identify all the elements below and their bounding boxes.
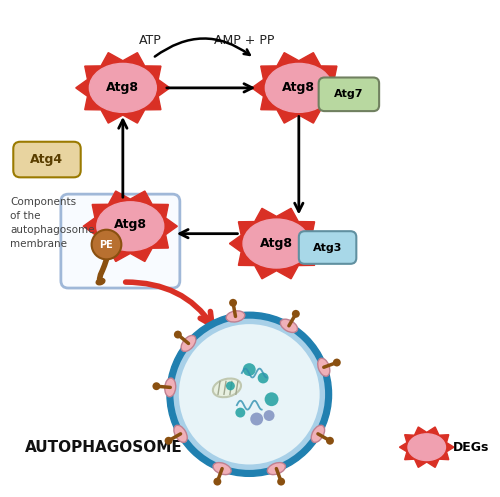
Ellipse shape — [280, 319, 297, 332]
Text: Atg4: Atg4 — [30, 153, 64, 166]
Ellipse shape — [226, 311, 245, 322]
Polygon shape — [230, 208, 324, 279]
Ellipse shape — [174, 425, 187, 442]
FancyBboxPatch shape — [318, 78, 379, 111]
Text: Atg8: Atg8 — [260, 237, 293, 250]
Circle shape — [333, 358, 341, 366]
Circle shape — [174, 331, 182, 338]
Text: Atg8: Atg8 — [114, 218, 147, 231]
Circle shape — [152, 382, 160, 390]
Circle shape — [292, 310, 300, 318]
Circle shape — [229, 299, 237, 307]
Circle shape — [250, 413, 263, 425]
Polygon shape — [83, 191, 178, 261]
FancyBboxPatch shape — [14, 142, 80, 177]
Circle shape — [174, 319, 325, 470]
Ellipse shape — [213, 379, 241, 397]
Circle shape — [326, 437, 334, 445]
Circle shape — [214, 478, 222, 486]
Ellipse shape — [97, 202, 164, 250]
Circle shape — [258, 373, 268, 383]
Polygon shape — [76, 53, 170, 123]
Text: Components
of the
autophagosome
membrane: Components of the autophagosome membrane — [10, 197, 95, 249]
Ellipse shape — [243, 219, 310, 268]
Circle shape — [226, 381, 235, 390]
Ellipse shape — [266, 64, 332, 112]
Ellipse shape — [96, 278, 105, 285]
Circle shape — [92, 230, 122, 259]
Ellipse shape — [268, 463, 285, 475]
Text: Atg7: Atg7 — [334, 89, 364, 99]
Text: Atg3: Atg3 — [313, 243, 342, 252]
Circle shape — [243, 363, 256, 376]
FancyBboxPatch shape — [299, 231, 356, 264]
Polygon shape — [400, 427, 454, 467]
Circle shape — [264, 392, 278, 406]
Ellipse shape — [318, 358, 330, 376]
Ellipse shape — [164, 378, 175, 397]
Text: PE: PE — [100, 240, 114, 249]
Text: DEGs: DEGs — [452, 441, 489, 454]
Ellipse shape — [181, 335, 196, 351]
Circle shape — [167, 312, 332, 476]
Text: AUTOPHAGOSOME: AUTOPHAGOSOME — [25, 440, 183, 455]
Circle shape — [236, 408, 246, 417]
Text: ATP: ATP — [138, 34, 162, 47]
Text: AMP + PP: AMP + PP — [214, 34, 274, 47]
Text: Atg8: Atg8 — [282, 82, 316, 94]
Text: Atg8: Atg8 — [106, 82, 140, 94]
Ellipse shape — [213, 463, 231, 475]
Circle shape — [164, 437, 172, 445]
Circle shape — [264, 410, 274, 421]
Circle shape — [179, 324, 320, 465]
Circle shape — [277, 478, 285, 486]
Ellipse shape — [408, 434, 446, 461]
Ellipse shape — [312, 425, 324, 442]
Ellipse shape — [90, 64, 156, 112]
FancyBboxPatch shape — [61, 194, 180, 288]
Polygon shape — [252, 53, 346, 123]
